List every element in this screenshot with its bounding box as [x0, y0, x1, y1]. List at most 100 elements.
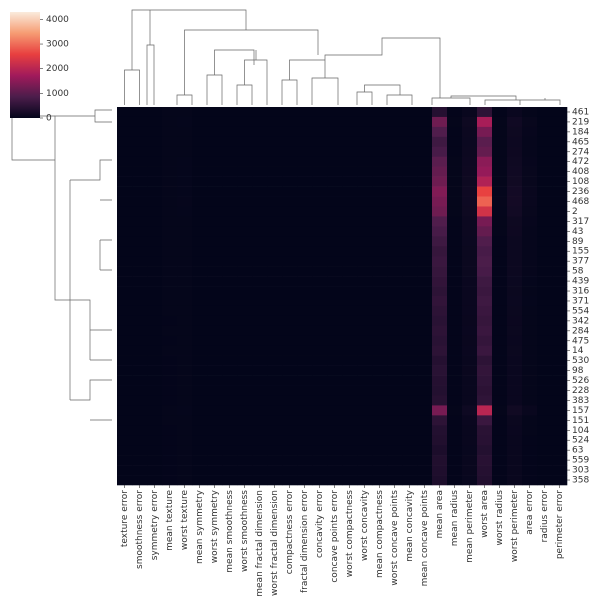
heatmap-cell [282, 325, 298, 337]
heatmap-cell [447, 415, 463, 426]
heatmap-cell [177, 455, 193, 466]
heatmap-cell [432, 216, 448, 227]
heatmap-cell [507, 435, 523, 446]
heatmap-cell [207, 146, 223, 158]
heatmap-cell [237, 315, 253, 327]
heatmap-cell [447, 236, 463, 247]
heatmap-cell [117, 166, 133, 177]
heatmap-cell [132, 305, 148, 317]
heatmap-cell [192, 365, 208, 376]
heatmap-cell [132, 445, 148, 456]
heatmap-cell [492, 445, 508, 456]
heatmap-cell [297, 455, 313, 466]
heatmap-cell [372, 246, 388, 257]
heatmap-cell [282, 315, 298, 327]
heatmap-cell [282, 405, 298, 416]
heatmap-cell [282, 465, 298, 476]
heatmap-cell [522, 236, 538, 247]
heatmap-cell [327, 395, 343, 406]
heatmap-cell [147, 475, 163, 486]
heatmap-cell [222, 286, 238, 297]
heatmap-cell [522, 166, 538, 177]
heatmap-cell [237, 365, 253, 376]
heatmap-cell [372, 276, 388, 287]
heatmap-cell [402, 256, 418, 267]
heatmap-cell [237, 415, 253, 426]
heatmap-cell [537, 405, 553, 416]
heatmap-cell [372, 136, 388, 148]
heatmap-cell [387, 325, 403, 337]
heatmap-cell [282, 395, 298, 406]
heatmap-cell [312, 305, 328, 317]
heatmap-cell [522, 276, 538, 287]
heatmap-cell [132, 166, 148, 177]
heatmap-cell [192, 156, 208, 167]
heatmap-cell [207, 216, 223, 227]
heatmap-cell [132, 465, 148, 476]
heatmap-cell [267, 107, 283, 118]
heatmap-cell [312, 325, 328, 337]
heatmap-cell [402, 335, 418, 347]
heatmap-cell [477, 166, 493, 177]
heatmap-cell [477, 445, 493, 456]
heatmap-cell [462, 146, 478, 158]
heatmap-cell [477, 156, 493, 167]
heatmap-cell [327, 355, 343, 366]
heatmap-cell [132, 385, 148, 396]
heatmap-cell [267, 186, 283, 197]
heatmap-cell [372, 385, 388, 396]
heatmap-cell [147, 365, 163, 376]
heatmap-cell [432, 266, 448, 277]
heatmap-cell [252, 266, 268, 277]
heatmap-cell [237, 176, 253, 187]
heatmap-cell [552, 186, 568, 197]
heatmap-cell [507, 335, 523, 347]
heatmap-cell [432, 246, 448, 257]
heatmap-cell [132, 116, 148, 128]
heatmap-cell [402, 166, 418, 177]
heatmap-cell [492, 156, 508, 167]
heatmap-cell [402, 136, 418, 148]
heatmap-cell [192, 126, 208, 138]
heatmap-cell [447, 365, 463, 376]
heatmap-cell [327, 186, 343, 197]
heatmap-cell [417, 126, 433, 138]
heatmap-cell [357, 206, 373, 217]
colorbar-tick-label: 1000 [46, 89, 69, 99]
heatmap-cell [162, 176, 178, 187]
heatmap-cell [117, 345, 133, 356]
heatmap-cell [252, 246, 268, 257]
row-label: 108 [572, 177, 589, 187]
heatmap-cell [147, 136, 163, 148]
heatmap-cell [507, 276, 523, 287]
heatmap-cell [492, 246, 508, 257]
heatmap-cell [117, 355, 133, 366]
heatmap-cell [357, 355, 373, 366]
heatmap-cell [282, 286, 298, 297]
heatmap-cell [432, 276, 448, 287]
heatmap-cell [282, 345, 298, 356]
heatmap-cell [282, 266, 298, 277]
heatmap-cell [222, 256, 238, 267]
row-label: 465 [572, 137, 589, 147]
column-label: mean compactness [375, 490, 385, 578]
heatmap-cell [342, 166, 358, 177]
heatmap-cell [312, 236, 328, 247]
heatmap-cell [372, 305, 388, 317]
heatmap-cell [192, 216, 208, 227]
heatmap-cell [237, 375, 253, 386]
heatmap-cell [282, 196, 298, 207]
heatmap-cell [192, 296, 208, 307]
heatmap-cell [537, 276, 553, 287]
heatmap-cell [282, 365, 298, 376]
heatmap-cell [537, 395, 553, 406]
heatmap-cell [507, 365, 523, 376]
heatmap-cell [372, 186, 388, 197]
heatmap-cell [192, 226, 208, 237]
heatmap-cell [162, 116, 178, 128]
heatmap-cell [537, 435, 553, 446]
heatmap-cell [507, 156, 523, 167]
heatmap-cell [252, 305, 268, 317]
heatmap-cell [462, 196, 478, 207]
heatmap-cell [342, 305, 358, 317]
